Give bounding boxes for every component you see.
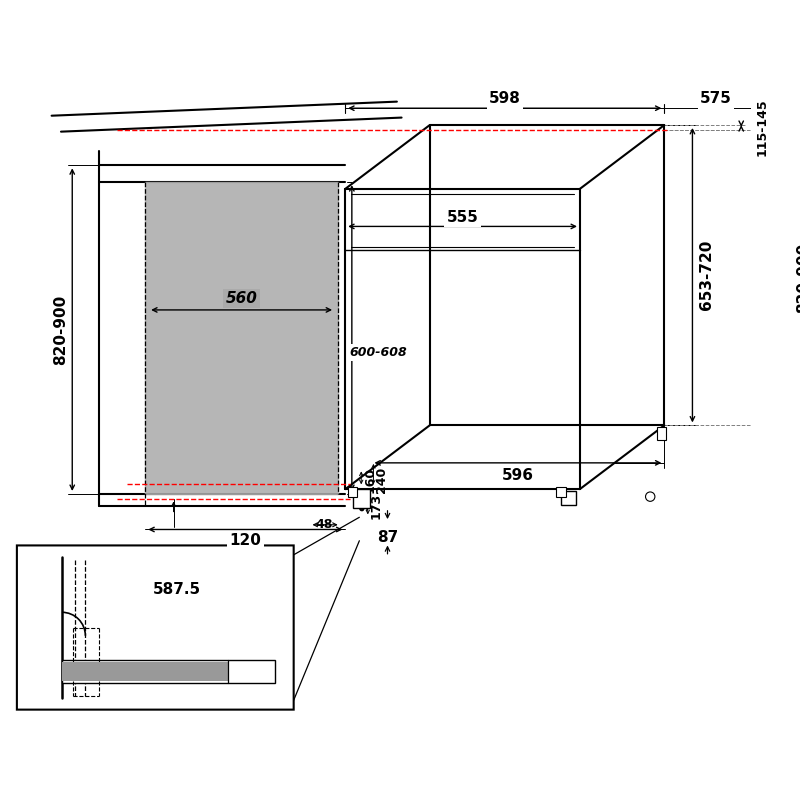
Text: 596: 596 [502,469,534,483]
Text: 160: 160 [364,466,377,493]
Text: 820-900: 820-900 [797,242,800,313]
Text: 575: 575 [700,91,732,106]
Bar [657,427,666,440]
Text: 600-608: 600-608 [350,346,407,358]
Polygon shape [346,189,580,489]
Circle shape [646,492,655,502]
Text: 598: 598 [489,91,521,106]
Bar [353,489,370,508]
Text: 240: 240 [375,466,388,493]
Text: 87: 87 [377,530,398,546]
Text: 48: 48 [315,518,332,531]
FancyBboxPatch shape [17,546,294,710]
Bar [62,662,228,681]
Text: 653-720: 653-720 [699,240,714,310]
Text: 560: 560 [226,291,258,306]
Text: 115-145: 115-145 [755,98,768,156]
Polygon shape [146,182,338,494]
Text: 120: 120 [230,534,262,548]
Text: 93: 93 [358,494,371,511]
Text: 820-900: 820-900 [54,294,69,365]
Text: 555: 555 [446,210,478,225]
Polygon shape [346,125,664,189]
Bar [348,487,358,497]
Bar [556,487,566,497]
Text: 587.5: 587.5 [152,582,201,598]
Text: 173: 173 [370,493,382,519]
Bar [62,660,275,683]
Polygon shape [580,125,664,489]
Bar [561,491,576,505]
